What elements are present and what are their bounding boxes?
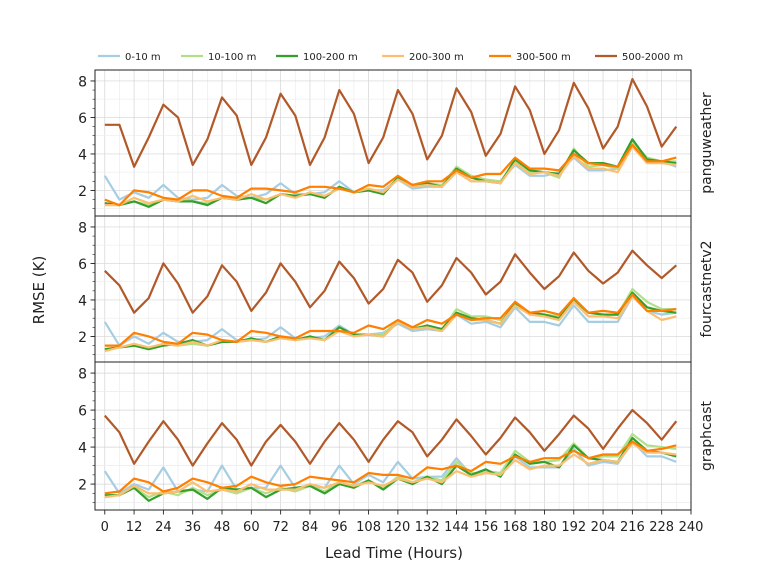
legend-label: 100-200 m xyxy=(303,52,358,63)
panel-label: panguweather xyxy=(699,92,715,194)
x-tick-label: 96 xyxy=(331,520,348,535)
legend-label: 0-10 m xyxy=(125,52,161,63)
series-line-100-200 m xyxy=(104,436,677,502)
x-tick-label: 228 xyxy=(649,520,674,535)
series-line-500-2000 m xyxy=(104,249,678,314)
y-tick-label: 4 xyxy=(78,441,87,457)
y-tick-label: 6 xyxy=(78,404,87,420)
y-axis-label: RMSE (K) xyxy=(30,256,48,325)
series-line-0-10 m xyxy=(103,295,677,347)
x-tick-label: 156 xyxy=(473,520,498,535)
y-tick-label: 6 xyxy=(78,257,87,273)
panel-fourcastnetv2: 2 4 6 8 fourcastnetv2 xyxy=(78,215,715,363)
y-tick-label: 8 xyxy=(78,220,87,236)
series-line-500-2000 m xyxy=(103,409,678,467)
legend-item: 10-100 m xyxy=(181,52,256,63)
series-line-300-500 m xyxy=(104,143,677,207)
panels: 2 4 6 8 panguweather 2 4 6 8 fourcastnetv2 2 4 6 8 gra… xyxy=(78,69,715,511)
legend-label: 200-300 m xyxy=(409,52,464,63)
y-tick-label: 2 xyxy=(78,184,87,200)
series-line-500-2000 m xyxy=(104,78,678,168)
x-tick-label: 192 xyxy=(561,520,586,535)
y-tick-label: 2 xyxy=(78,330,87,346)
panel-graphcast: 2 4 6 8 graphcast xyxy=(78,361,715,511)
x-tick-label: 132 xyxy=(415,520,440,535)
y-tick-label: 6 xyxy=(78,111,87,127)
panel-frame xyxy=(94,361,692,511)
legend-label: 10-100 m xyxy=(208,52,256,63)
legend-item: 100-200 m xyxy=(276,52,358,63)
x-tick-label: 180 xyxy=(532,520,557,535)
x-tick-label: 84 xyxy=(302,520,319,535)
x-tick-label: 168 xyxy=(503,520,528,535)
legend-item: 0-10 m xyxy=(98,52,161,63)
x-tick-label: 240 xyxy=(679,520,704,535)
series-line-300-500 m xyxy=(104,293,677,347)
legend-item: 300-500 m xyxy=(489,52,571,63)
y-tick-label: 4 xyxy=(78,147,87,163)
x-tick-label: 72 xyxy=(272,520,289,535)
x-tick-label: 108 xyxy=(356,520,381,535)
series-line-200-300 m xyxy=(104,295,677,353)
series-line-10-100 m xyxy=(104,140,677,207)
y-tick-label: 4 xyxy=(78,293,87,309)
panel-label: fourcastnetv2 xyxy=(699,240,715,337)
y-tick-label: 8 xyxy=(78,74,87,90)
x-tick-label: 204 xyxy=(591,520,616,535)
x-tick-label: 0 xyxy=(101,520,109,535)
legend: 0-10 m 10-100 m 100-200 m 200-300 m 300-500 … xyxy=(98,52,683,63)
series-line-200-300 m xyxy=(104,442,677,499)
x-tick-label: 216 xyxy=(620,520,645,535)
y-tick-label: 2 xyxy=(78,478,87,494)
x-tick-label: 120 xyxy=(385,520,410,535)
x-tick-label: 24 xyxy=(155,520,172,535)
x-tick-label: 36 xyxy=(184,520,201,535)
legend-item: 200-300 m xyxy=(382,52,464,63)
x-tick-label: 60 xyxy=(243,520,260,535)
series-line-0-10 m xyxy=(103,440,677,495)
x-tick-label: 48 xyxy=(214,520,231,535)
panel-panguweather: 2 4 6 8 panguweather xyxy=(78,69,715,217)
legend-item: 500-2000 m xyxy=(595,52,683,63)
x-tick-label: 12 xyxy=(126,520,143,535)
x-axis: 0 12 24 36 48 60 72 84 96 108 120 132 144 156 168 180 19… xyxy=(101,510,704,535)
y-tick-label: 8 xyxy=(78,367,87,383)
series-line-200-300 m xyxy=(104,145,677,207)
panel-label: graphcast xyxy=(699,400,715,471)
series-line-300-500 m xyxy=(104,440,677,495)
legend-label: 300-500 m xyxy=(516,52,571,63)
x-axis-label: Lead Time (Hours) xyxy=(325,544,463,562)
x-tick-label: 144 xyxy=(444,520,469,535)
legend-label: 500-2000 m xyxy=(622,52,683,63)
